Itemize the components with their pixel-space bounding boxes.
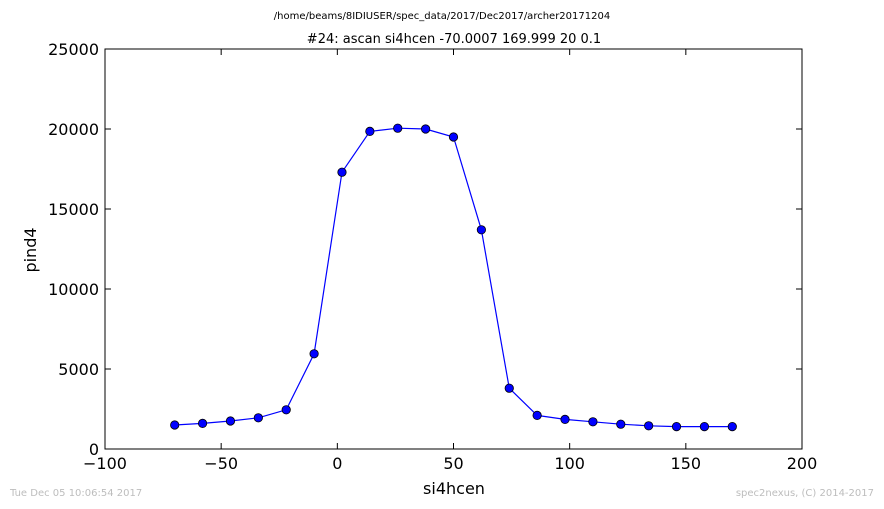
x-tick-label: −100: [83, 454, 127, 473]
data-point: [644, 421, 654, 431]
axis-tick-labels: −100 −50 0 50 100 150 200 0 5000 10000 15000 20000 2…: [48, 40, 817, 473]
chart-title: #24: ascan si4hcen -70.0007 169.999 20 0…: [307, 32, 601, 47]
y-tick-label: 10000: [48, 280, 99, 299]
x-tick-label: 150: [671, 454, 702, 473]
y-tick-label: 15000: [48, 200, 99, 219]
y-tick-label: 25000: [48, 40, 99, 59]
x-tick-label: 0: [332, 454, 342, 473]
y-tick-label: 20000: [48, 120, 99, 139]
y-tick-label: 0: [89, 440, 99, 459]
data-point: [448, 132, 459, 142]
x-tick-label: 50: [443, 454, 463, 473]
y-tick-label: 5000: [58, 360, 99, 379]
data-point: [671, 421, 682, 432]
x-axis-label: si4hcen: [423, 479, 485, 498]
data-point: [197, 418, 208, 428]
series-group: [170, 123, 737, 432]
footer-credit: spec2nexus, (C) 2014-2017: [735, 488, 874, 499]
data-point: [421, 124, 431, 134]
data-point: [225, 416, 236, 426]
x-tick-label: −50: [204, 454, 238, 473]
chart-path-title: /home/beams/8IDIUSER/spec_data/2017/Dec2…: [274, 11, 610, 22]
y-axis-label: pind4: [21, 227, 40, 272]
plot-area: [104, 48, 803, 450]
data-point: [170, 420, 180, 430]
data-point: [337, 167, 347, 177]
data-point: [253, 413, 263, 423]
data-point: [281, 405, 291, 415]
data-point: [532, 410, 542, 420]
data-point: [588, 417, 598, 427]
footer-timestamp: Tue Dec 05 10:06:54 2017: [10, 488, 143, 499]
data-point: [560, 414, 570, 424]
axis-ticks: [104, 48, 803, 450]
data-point: [504, 383, 514, 393]
x-tick-label: 200: [787, 454, 818, 473]
data-point: [699, 421, 710, 432]
data-point: [393, 123, 403, 133]
data-point: [616, 419, 626, 429]
data-point: [365, 126, 375, 136]
data-point: [309, 349, 319, 359]
data-point: [476, 225, 486, 235]
data-point: [727, 421, 737, 432]
x-tick-label: 100: [554, 454, 585, 473]
